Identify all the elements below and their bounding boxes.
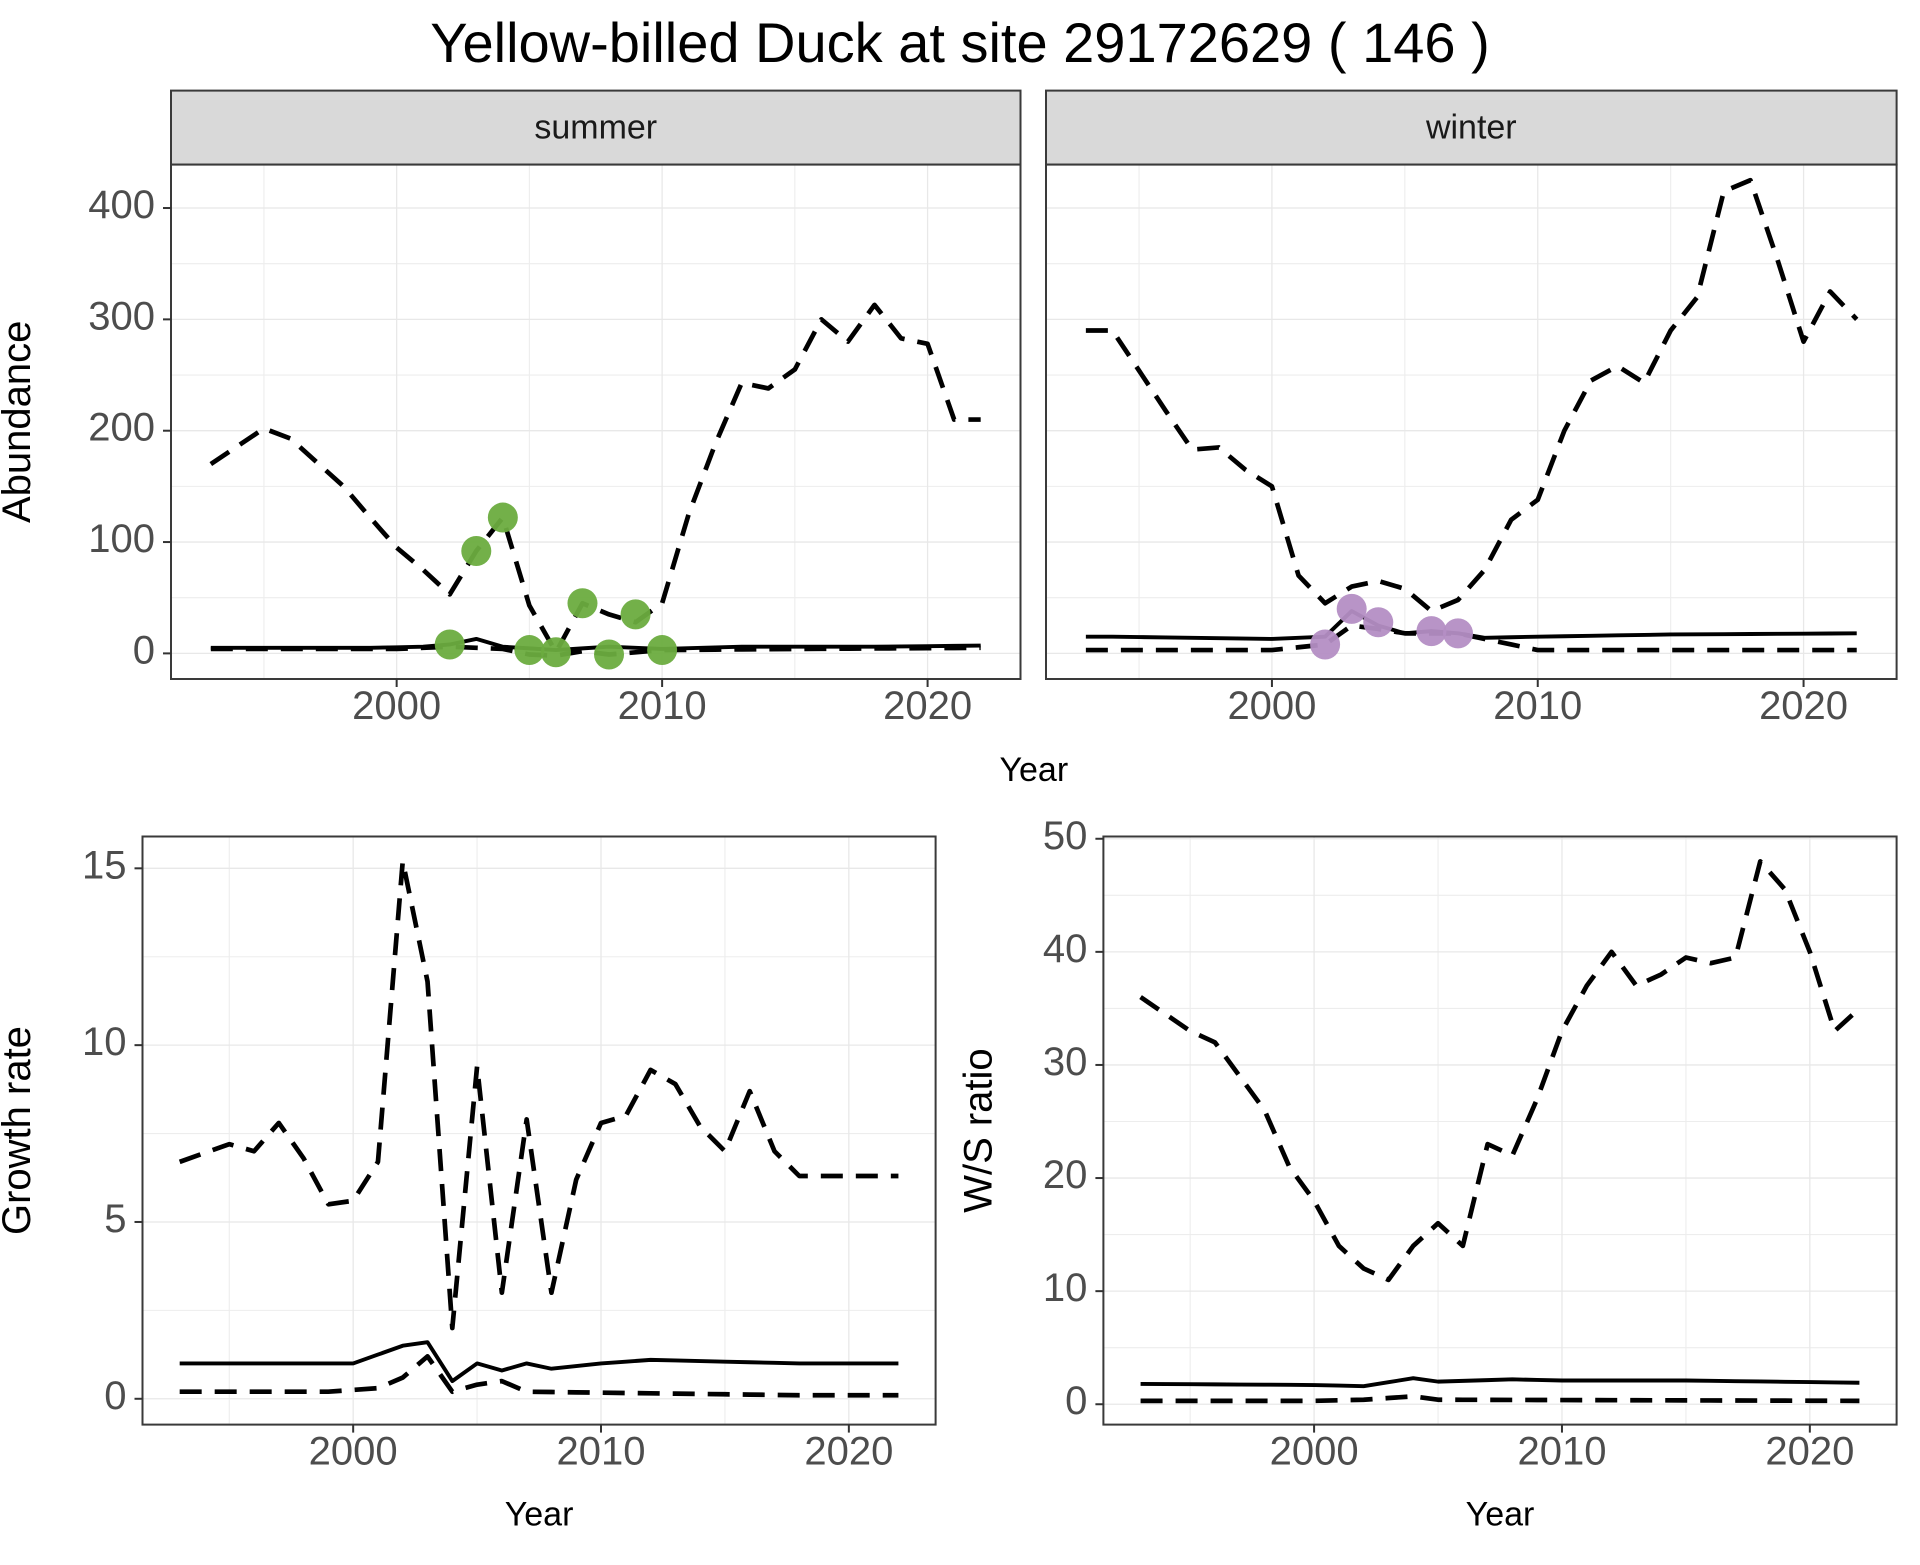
svg-text:20: 20 xyxy=(1043,1153,1088,1197)
svg-text:400: 400 xyxy=(88,183,155,227)
svg-text:2020: 2020 xyxy=(804,1430,893,1474)
svg-text:2020: 2020 xyxy=(883,684,972,728)
svg-text:2010: 2010 xyxy=(618,684,707,728)
svg-text:50: 50 xyxy=(1043,814,1088,858)
svg-text:100: 100 xyxy=(88,517,155,561)
svg-text:15: 15 xyxy=(82,843,127,887)
svg-text:summer: summer xyxy=(534,109,657,147)
svg-text:200: 200 xyxy=(88,406,155,450)
svg-text:2000: 2000 xyxy=(1227,684,1316,728)
svg-text:winter: winter xyxy=(1425,109,1517,147)
svg-text:10: 10 xyxy=(1043,1266,1088,1310)
svg-text:300: 300 xyxy=(88,294,155,338)
svg-text:2010: 2010 xyxy=(1493,684,1582,728)
svg-text:0: 0 xyxy=(1065,1379,1087,1423)
svg-text:W/S ratio: W/S ratio xyxy=(956,1048,1000,1212)
svg-text:0: 0 xyxy=(104,1374,126,1418)
svg-text:40: 40 xyxy=(1043,927,1088,971)
svg-text:Growth rate: Growth rate xyxy=(0,1026,39,1235)
svg-text:2000: 2000 xyxy=(352,684,441,728)
svg-text:10: 10 xyxy=(82,1020,127,1064)
svg-text:2020: 2020 xyxy=(1759,684,1848,728)
svg-text:2000: 2000 xyxy=(309,1430,398,1474)
svg-text:5: 5 xyxy=(104,1197,126,1241)
svg-text:Year: Year xyxy=(505,1496,574,1534)
svg-text:Yellow-billed Duck at site 291: Yellow-billed Duck at site 29172629 ( 14… xyxy=(430,11,1489,74)
svg-text:Year: Year xyxy=(1466,1496,1535,1534)
svg-text:2000: 2000 xyxy=(1270,1430,1359,1474)
svg-text:2010: 2010 xyxy=(557,1430,646,1474)
svg-text:Abundance: Abundance xyxy=(0,321,39,523)
svg-text:30: 30 xyxy=(1043,1040,1088,1084)
svg-text:2020: 2020 xyxy=(1765,1430,1854,1474)
svg-text:2010: 2010 xyxy=(1517,1430,1606,1474)
svg-text:0: 0 xyxy=(133,628,155,672)
svg-text:Year: Year xyxy=(999,751,1068,789)
